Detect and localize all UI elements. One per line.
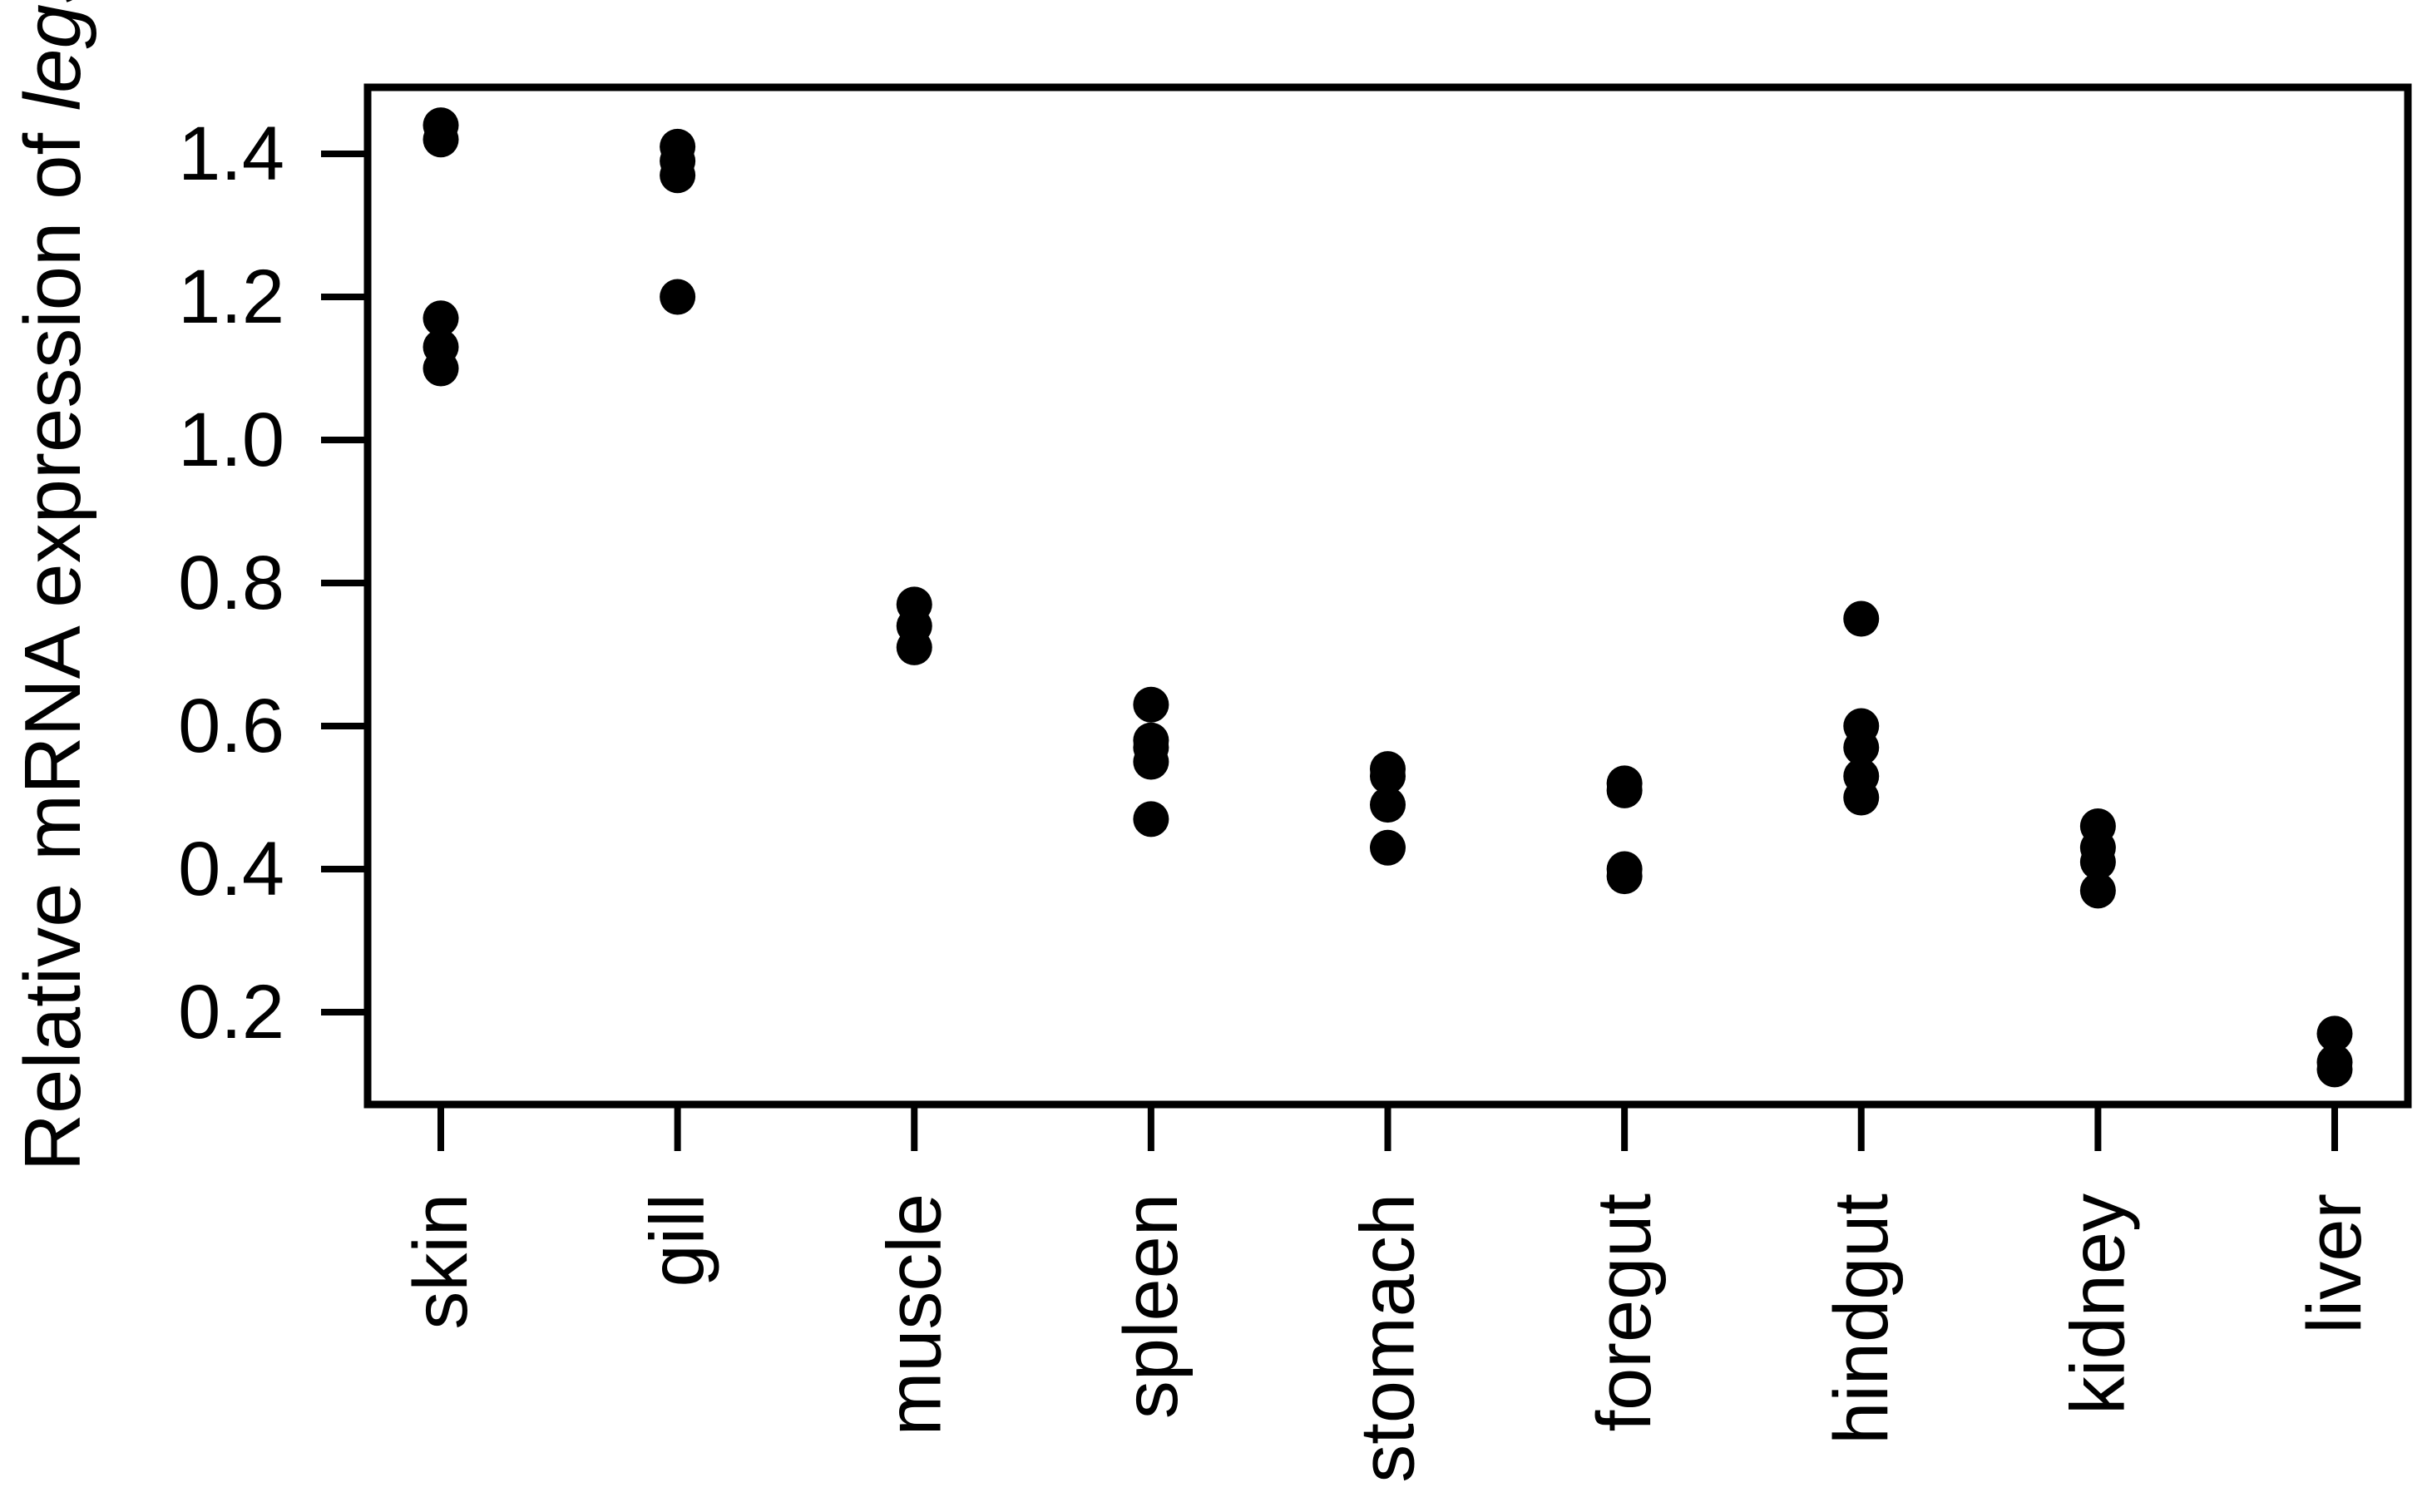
- data-point-liver: [2316, 1051, 2353, 1088]
- data-point-stomach: [1370, 829, 1406, 866]
- data-point-kidney: [2079, 843, 2116, 880]
- y-axis-title-plain: Relative mRNA expression of: [8, 111, 97, 1171]
- data-points: [423, 107, 2353, 1088]
- data-point-skin: [423, 300, 459, 337]
- y-tick-label: 0.4: [178, 827, 284, 912]
- y-tick-label: 0.8: [178, 541, 284, 625]
- data-point-muscle: [896, 629, 932, 665]
- data-point-skin: [423, 350, 459, 387]
- data-point-hindgut: [1843, 729, 1880, 766]
- x-tick-label-liver: liver: [2292, 1193, 2377, 1334]
- x-tick-label-kidney: kidney: [2055, 1193, 2140, 1415]
- data-point-spleen: [1133, 801, 1169, 838]
- data-point-stomach: [1370, 758, 1406, 794]
- x-tick-label-foregut: foregut: [1582, 1193, 1667, 1431]
- x-tick-label-spleen: spleen: [1109, 1193, 1194, 1419]
- y-axis-title-italic: leg3: [8, 0, 97, 111]
- data-point-kidney: [2079, 872, 2116, 909]
- data-point-foregut: [1606, 858, 1643, 895]
- x-axis: skin gill muscle spleen stomach foregut hindgu…: [398, 1104, 2377, 1483]
- y-tick-label: 0.2: [178, 970, 284, 1055]
- x-tick-label-muscle: muscle: [872, 1193, 956, 1435]
- y-tick-label: 1.0: [178, 398, 284, 482]
- data-point-gill: [660, 157, 696, 194]
- plot-border: [363, 83, 2412, 1109]
- y-tick-label: 0.6: [178, 684, 284, 768]
- x-tick-label-stomach: stomach: [1346, 1193, 1431, 1483]
- data-point-liver: [2316, 1015, 2353, 1052]
- x-tick-label-hindgut: hindgut: [1819, 1193, 1904, 1445]
- data-point-foregut: [1606, 772, 1643, 808]
- data-point-skin: [423, 121, 459, 158]
- y-axis: 0.2 0.4 0.6 0.8 1.0 1.2 1.4: [178, 111, 368, 1055]
- y-tick-label: 1.2: [178, 254, 284, 339]
- data-point-stomach: [1370, 787, 1406, 823]
- x-tick-label-gill: gill: [635, 1193, 720, 1287]
- data-point-hindgut: [1843, 779, 1880, 816]
- data-point-hindgut: [1843, 600, 1880, 637]
- y-tick-label: 1.4: [178, 111, 284, 196]
- data-point-spleen: [1133, 744, 1169, 780]
- y-axis-title: Relative mRNA expression of leg3: [8, 0, 97, 1171]
- data-point-gill: [660, 279, 696, 315]
- data-point-spleen: [1133, 686, 1169, 723]
- x-tick-label-skin: skin: [398, 1193, 483, 1330]
